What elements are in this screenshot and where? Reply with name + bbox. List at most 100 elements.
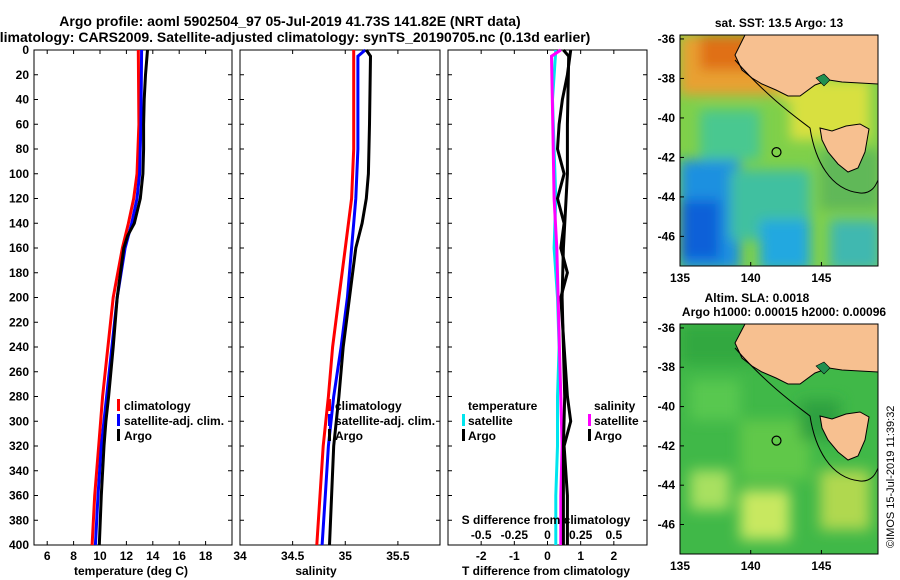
map-y-tick-label: -42 bbox=[658, 439, 676, 453]
difference-tick-label: -2 bbox=[476, 549, 487, 563]
legend-s-argo-swatch bbox=[588, 429, 591, 441]
legend-t-satellite-swatch bbox=[462, 414, 465, 426]
map-y-tick-label: -36 bbox=[658, 321, 676, 335]
depth-tick-label: 180 bbox=[9, 266, 29, 280]
salinity-legend: climatology satellite-adj. clim. Argo bbox=[328, 399, 435, 443]
legend-climatology-swatch bbox=[117, 399, 120, 411]
s-difference-axis-label: S difference from climatology bbox=[462, 513, 631, 527]
legend-argo-swatch bbox=[328, 429, 331, 441]
temperature-legend: climatology satellite-adj. clim. Argo bbox=[117, 399, 224, 443]
sla-map-axes: 135 140 145 -36 -38 -40 -42 -44 -46 bbox=[658, 321, 832, 573]
depth-tick-label: 100 bbox=[9, 167, 29, 181]
depth-tick-label: 340 bbox=[9, 464, 29, 478]
temperature-tick-label: 8 bbox=[70, 549, 77, 563]
title-line-2: Climatology: CARS2009. Satellite-adjuste… bbox=[0, 29, 590, 45]
depth-tick-label: 0 bbox=[22, 43, 29, 57]
difference-x-axis: -2 -1 0 1 2 bbox=[476, 50, 617, 563]
legend-t-satellite-label: satellite bbox=[468, 414, 513, 428]
salinity-argo-line bbox=[328, 49, 373, 546]
salinity-difference-tick-label: 0 bbox=[544, 528, 551, 542]
map-y-tick-label: -40 bbox=[658, 400, 676, 414]
difference-series bbox=[549, 48, 573, 545]
salinity-difference-axis: -0.5 -0.25 0 0.25 0.5 bbox=[471, 528, 623, 542]
map-y-tick-label: -44 bbox=[658, 478, 676, 492]
depth-axis: 0 20 40 60 80 100 120 140 160 180 200 220 240 260 280 3… bbox=[9, 43, 647, 552]
legend-climatology-label: climatology bbox=[335, 399, 402, 413]
legend-t-argo-label: Argo bbox=[468, 429, 496, 443]
map-x-tick-label: 145 bbox=[811, 271, 831, 285]
map-x-tick-label: 135 bbox=[670, 271, 690, 285]
legend-argo-label: Argo bbox=[124, 429, 152, 443]
salinity-x-axis: 34 34.5 35 35.5 bbox=[233, 50, 410, 563]
map-x-tick-label: 145 bbox=[811, 559, 831, 573]
depth-tick-label: 120 bbox=[9, 192, 29, 206]
t-diff-argo-line bbox=[555, 49, 573, 545]
difference-tick-label: 2 bbox=[610, 549, 617, 563]
difference-tick-label: -1 bbox=[509, 549, 520, 563]
legend-temperature-heading: temperature bbox=[468, 399, 538, 413]
salinity-difference-tick-label: 0.25 bbox=[569, 528, 593, 542]
temperature-tick-label: 6 bbox=[44, 549, 51, 563]
map-y-tick-label: -46 bbox=[658, 518, 676, 532]
map-y-tick-label: -46 bbox=[658, 229, 676, 243]
legend-argo-swatch bbox=[117, 429, 120, 441]
sla-map-title-line-2: Argo h1000: 0.00015 h2000: 0.00096 bbox=[682, 305, 886, 319]
legend-satellite-label: satellite-adj. clim. bbox=[335, 414, 435, 428]
depth-tick-label: 240 bbox=[9, 340, 29, 354]
depth-tick-label: 60 bbox=[16, 117, 30, 131]
salinity-tick-label: 35 bbox=[339, 549, 353, 563]
sla-map-image bbox=[680, 324, 878, 554]
difference-tick-label: 1 bbox=[577, 549, 584, 563]
map-y-tick-label: -38 bbox=[658, 71, 676, 85]
depth-tick-label: 400 bbox=[9, 538, 29, 552]
temperature-tick-label: 12 bbox=[120, 549, 134, 563]
legend-satellite-swatch bbox=[117, 414, 120, 426]
depth-tick-label: 300 bbox=[9, 414, 29, 428]
legend-s-argo-label: Argo bbox=[594, 429, 622, 443]
temperature-panel bbox=[33, 49, 233, 546]
temperature-tick-label: 16 bbox=[173, 549, 187, 563]
legend-salinity-heading: salinity bbox=[594, 399, 636, 413]
depth-tick-label: 20 bbox=[16, 68, 30, 82]
temperature-tick-label: 14 bbox=[146, 549, 160, 563]
map-y-tick-label: -44 bbox=[658, 190, 676, 204]
salinity-climatology-line bbox=[315, 50, 356, 546]
depth-tick-label: 360 bbox=[9, 489, 29, 503]
legend-satellite-label: satellite-adj. clim. bbox=[124, 414, 224, 428]
map-x-tick-label: 140 bbox=[741, 559, 761, 573]
temperature-axis-label: temperature (deg C) bbox=[74, 564, 188, 578]
salinity-series bbox=[315, 48, 373, 546]
depth-tick-label: 260 bbox=[9, 365, 29, 379]
sst-map-frame bbox=[679, 34, 879, 267]
sst-profile-location bbox=[771, 147, 782, 158]
legend-s-satellite-swatch bbox=[588, 414, 591, 426]
difference-temperature-legend: temperature satellite Argo bbox=[462, 399, 538, 443]
salinity-difference-tick-label: -0.25 bbox=[501, 528, 529, 542]
salinity-difference-tick-label: -0.5 bbox=[471, 528, 492, 542]
sst-map-axes: 135 140 145 -36 -38 -40 -42 -44 -46 bbox=[658, 32, 832, 285]
temperature-tick-label: 10 bbox=[93, 549, 107, 563]
map-y-tick-label: -42 bbox=[658, 150, 676, 164]
salinity-tick-label: 35.5 bbox=[386, 549, 410, 563]
temperature-argo-line bbox=[97, 49, 149, 546]
title-line-1: Argo profile: aoml 5902504_97 05-Jul-201… bbox=[59, 13, 520, 29]
map-y-tick-label: -40 bbox=[658, 111, 676, 125]
depth-tick-label: 280 bbox=[9, 390, 29, 404]
depth-tick-label: 140 bbox=[9, 216, 29, 230]
depth-tick-label: 160 bbox=[9, 241, 29, 255]
salinity-satellite-line bbox=[320, 48, 367, 546]
t-difference-axis-label: T difference from climatology bbox=[462, 564, 630, 578]
legend-climatology-label: climatology bbox=[124, 399, 191, 413]
sla-map-frame bbox=[679, 323, 879, 555]
s-diff-argo-line bbox=[560, 49, 571, 545]
salinity-axis-label: salinity bbox=[295, 564, 337, 578]
map-x-tick-label: 135 bbox=[670, 559, 690, 573]
sla-profile-location bbox=[771, 435, 782, 446]
depth-tick-label: 220 bbox=[9, 315, 29, 329]
legend-argo-label: Argo bbox=[335, 429, 363, 443]
depth-tick-label: 80 bbox=[16, 142, 30, 156]
temperature-climatology-line bbox=[90, 49, 141, 546]
difference-panel bbox=[447, 49, 648, 546]
map-x-tick-label: 140 bbox=[741, 271, 761, 285]
